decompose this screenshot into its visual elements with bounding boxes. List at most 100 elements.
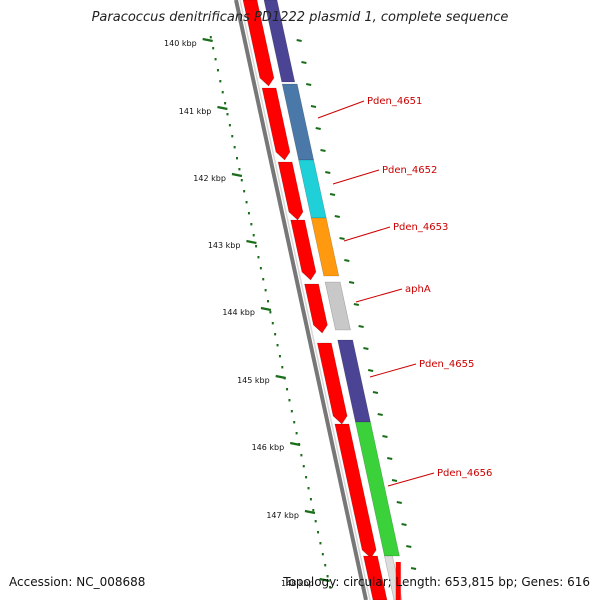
track-dash (387, 457, 393, 460)
ruler-tick (217, 105, 228, 111)
ruler-dot (309, 498, 312, 501)
track-dash (310, 105, 317, 108)
ruler-tick-label: 148 kbp (281, 579, 314, 588)
ruler-dot (221, 91, 224, 94)
ruler-dot (314, 520, 317, 523)
gene-leader-line (343, 226, 391, 242)
track-dash (372, 391, 379, 394)
track-dash (348, 281, 355, 284)
ruler-dot (262, 278, 265, 281)
ruler-dot (295, 432, 298, 435)
cds-track (242, 0, 388, 600)
ruler-dot (226, 113, 229, 116)
gene-segment-pden_4656 (355, 421, 400, 557)
gene-track (263, 0, 417, 600)
ruler-tick (289, 441, 301, 447)
gene-label: aphA (405, 284, 431, 295)
ruler-dot (214, 58, 217, 61)
ruler-dot (224, 102, 227, 105)
gene-segment-apha (324, 281, 351, 331)
track-dash (410, 567, 417, 570)
ruler-dot (281, 366, 284, 369)
track-dash (320, 149, 326, 152)
gene-segment-pden_4653 (310, 217, 340, 277)
track-dash (353, 303, 360, 306)
ruler-dot (212, 47, 215, 50)
ruler-dot (288, 399, 291, 402)
ruler-dot (321, 553, 324, 556)
backbone-line (234, 0, 368, 600)
kbp-ruler: 140 kbp 141 kbp 142 kbp 143 kbp 144 kbp 145 k… (164, 36, 331, 589)
cds-arrow (304, 283, 328, 334)
cds-downstream-stub (395, 562, 401, 600)
track-dash (358, 325, 364, 328)
gene-label: Pden_4656 (437, 468, 492, 479)
ruler-dot (317, 531, 320, 534)
track-dash (391, 479, 398, 482)
cds-arrow (242, 0, 275, 87)
ruler-tick (260, 306, 272, 312)
cds-arrow (261, 87, 291, 161)
gene-segment-pden_4652 (298, 159, 327, 219)
ruler-tick-label: 146 kbp (252, 443, 285, 452)
gene-segment-upstream (263, 0, 296, 83)
ruler-dot (236, 157, 239, 160)
gene-label: Pden_4655 (419, 359, 474, 370)
ruler-dot (216, 69, 219, 72)
map-title: Paracoccus denitrificans PD1222 plasmid … (91, 10, 509, 25)
track-dash (325, 171, 331, 174)
gene-label: Pden_4653 (393, 222, 448, 233)
track-dash (339, 237, 345, 240)
track-dash (377, 413, 383, 416)
ruler-dot (255, 245, 258, 248)
ruler-dot (209, 36, 212, 39)
ruler-dot (247, 212, 250, 215)
gene-label: Pden_4652 (382, 165, 437, 176)
cds-arrow (277, 161, 304, 221)
ruler-tick (246, 239, 257, 245)
ruler-dot (250, 223, 253, 226)
ruler-dot (267, 300, 269, 303)
sequence-backbone (234, 0, 371, 600)
ruler-dot (276, 344, 279, 347)
ruler-dot (219, 80, 222, 83)
track-dash (301, 61, 307, 64)
ruler-dot (252, 234, 255, 237)
ruler-dot (312, 509, 315, 512)
gene-leader-line (387, 472, 435, 487)
ruler-tick (275, 374, 286, 380)
ruler-dot (305, 476, 308, 479)
gene-leader-line (369, 363, 417, 378)
track-dash (367, 369, 374, 372)
ruler-dot (293, 421, 296, 424)
track-dash (396, 501, 402, 504)
ruler-tick-label: 145 kbp (237, 376, 270, 385)
ruler-dot (319, 542, 322, 545)
ruler-tick-label: 142 kbp (193, 174, 226, 183)
track-dash (306, 83, 312, 86)
ruler-dot (300, 454, 303, 457)
cds-arrow (363, 555, 388, 600)
ruler-dot (245, 201, 248, 204)
ruler-dot (257, 256, 260, 259)
accession-text: Accession: NC_008688 (9, 575, 146, 589)
track-dash (363, 347, 369, 350)
cds-arrow (316, 342, 348, 425)
ruler-dot (271, 322, 274, 325)
ruler-dot (228, 124, 231, 127)
ruler-dot (233, 146, 236, 149)
ruler-tick-label: 141 kbp (179, 107, 212, 116)
track-dash (315, 127, 321, 130)
ruler-dot (264, 289, 267, 292)
gene-leader-line (332, 169, 380, 185)
ruler-tick-label: 147 kbp (266, 511, 299, 520)
ruler-dot (259, 267, 262, 270)
gene-leader-line (317, 100, 365, 119)
ruler-tick (304, 509, 316, 515)
ruler-tick-label: 140 kbp (164, 39, 197, 48)
ruler-tick (231, 172, 243, 178)
ruler-dot (307, 487, 310, 490)
ruler-dot (326, 575, 329, 578)
track-dash (296, 39, 302, 42)
summary-text: Topology: circular; Length: 653,815 bp; … (283, 575, 590, 589)
